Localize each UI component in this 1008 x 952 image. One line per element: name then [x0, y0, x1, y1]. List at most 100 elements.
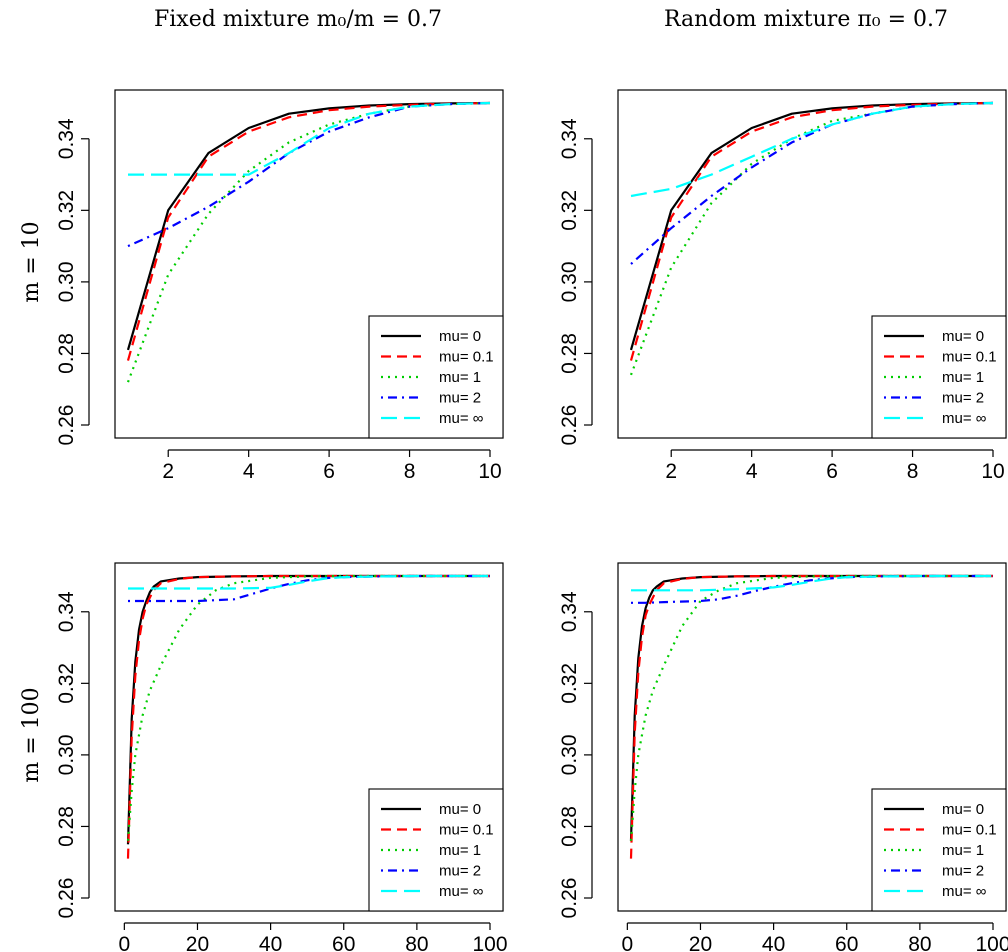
x-tick-label: 100	[472, 933, 507, 952]
x-tick-label: 6	[323, 460, 335, 483]
legend-label: mu= ∞	[439, 883, 484, 900]
y-tick-label: 0.30	[55, 261, 78, 302]
series-group	[126, 574, 490, 859]
x-tick-label: 20	[689, 933, 712, 952]
plot-frame	[617, 89, 1007, 439]
series-group	[629, 574, 993, 859]
y-tick-label: 0.34	[558, 118, 581, 159]
x-tick-label: 60	[835, 933, 858, 952]
series-line	[128, 574, 490, 590]
plot-frame	[617, 562, 1007, 912]
legend-label: mu= 0	[439, 801, 481, 818]
x-axis: 2 4 6 8 10	[665, 449, 1005, 483]
x-tick-label: 80	[908, 933, 931, 952]
x-axis: 2 4 6 8 10	[162, 449, 502, 483]
x-tick-label: 6	[826, 460, 838, 483]
y-tick-label: 0.34	[55, 118, 78, 159]
y-axis: 0.26 0.28 0.30 0.32 0.34	[558, 591, 593, 919]
legend-label: mu= ∞	[439, 410, 484, 427]
legend-label: mu= 0	[942, 801, 984, 818]
x-tick-label: 100	[975, 933, 1008, 952]
series-group	[126, 101, 491, 383]
legend-label: mu= ∞	[942, 410, 987, 427]
y-tick-label: 0.28	[55, 333, 78, 374]
y-tick-label: 0.26	[55, 405, 78, 446]
x-tick-label: 0	[621, 933, 633, 952]
y-tick-label: 0.32	[558, 190, 581, 231]
x-tick-label: 80	[405, 933, 428, 952]
y-tick-label: 0.28	[55, 806, 78, 847]
series-line	[629, 101, 994, 376]
series-group	[629, 101, 994, 376]
legend-label: mu= 2	[439, 390, 481, 407]
series-line	[127, 101, 491, 248]
x-tick-label: 40	[762, 933, 785, 952]
x-tick-label: 2	[162, 460, 174, 483]
column-title-random: Random mixture π₀ = 0.7	[664, 7, 948, 32]
x-tick-label: 8	[404, 460, 416, 483]
legend-label: mu= 2	[942, 390, 984, 407]
y-axis: 0.26 0.28 0.30 0.32 0.34	[558, 118, 593, 446]
y-tick-label: 0.34	[55, 591, 78, 632]
x-tick-label: 10	[478, 460, 501, 483]
y-axis: 0.26 0.28 0.30 0.32 0.34	[55, 118, 90, 446]
legend-label: mu= 1	[942, 842, 984, 859]
plot-frame	[114, 89, 504, 439]
y-tick-label: 0.30	[55, 734, 78, 775]
y-tick-label: 0.30	[558, 261, 581, 302]
legend-label: mu= 0.1	[439, 349, 494, 366]
legend: mu= 0 mu= 0.1 mu= 1 mu= 2 mu= ∞	[368, 788, 504, 912]
x-tick-label: 4	[243, 460, 255, 483]
y-tick-label: 0.26	[558, 878, 581, 919]
x-tick-label: 10	[981, 460, 1004, 483]
y-tick-label: 0.30	[558, 734, 581, 775]
row-title-m10: m = 10	[19, 221, 44, 302]
legend-label: mu= 0	[942, 328, 984, 345]
y-tick-label: 0.28	[558, 806, 581, 847]
series-line	[630, 101, 994, 198]
legend-label: mu= 1	[942, 369, 984, 386]
y-tick-label: 0.28	[558, 333, 581, 374]
series-line	[631, 574, 993, 592]
legend-label: mu= 2	[942, 863, 984, 880]
plot-frame	[114, 562, 504, 912]
y-tick-label: 0.34	[558, 591, 581, 632]
x-tick-label: 0	[118, 933, 130, 952]
x-tick-label: 2	[665, 460, 677, 483]
legend-label: mu= ∞	[942, 883, 987, 900]
x-tick-label: 8	[907, 460, 919, 483]
y-tick-label: 0.26	[55, 878, 78, 919]
series-line	[630, 101, 994, 265]
x-tick-label: 60	[332, 933, 355, 952]
y-axis: 0.26 0.28 0.30 0.32 0.34	[55, 591, 90, 919]
series-line	[126, 574, 490, 841]
y-tick-label: 0.26	[558, 405, 581, 446]
legend: mu= 0 mu= 0.1 mu= 1 mu= 2 mu= ∞	[871, 315, 1007, 439]
legend-label: mu= 0.1	[439, 822, 494, 839]
y-tick-label: 0.32	[558, 663, 581, 704]
x-tick-label: 20	[186, 933, 209, 952]
series-line	[128, 101, 491, 176]
x-axis: 0 20 40 60 80 100	[621, 922, 1008, 952]
legend-label: mu= 1	[439, 369, 481, 386]
legend-label: mu= 1	[439, 842, 481, 859]
x-axis: 0 20 40 60 80 100	[118, 922, 508, 952]
legend: mu= 0 mu= 0.1 mu= 1 mu= 2 mu= ∞	[871, 788, 1007, 912]
legend-label: mu= 0	[439, 328, 481, 345]
row-title-m100: m = 100	[19, 687, 44, 782]
y-tick-label: 0.32	[55, 190, 78, 231]
legend-label: mu= 0.1	[942, 349, 997, 366]
series-line	[629, 101, 994, 351]
x-tick-label: 4	[746, 460, 758, 483]
legend: mu= 0 mu= 0.1 mu= 1 mu= 2 mu= ∞	[368, 315, 504, 439]
column-title-fixed: Fixed mixture m₀/m = 0.7	[154, 7, 442, 32]
legend-label: mu= 0.1	[942, 822, 997, 839]
legend-label: mu= 2	[439, 863, 481, 880]
y-tick-label: 0.32	[55, 663, 78, 704]
x-tick-label: 40	[259, 933, 282, 952]
